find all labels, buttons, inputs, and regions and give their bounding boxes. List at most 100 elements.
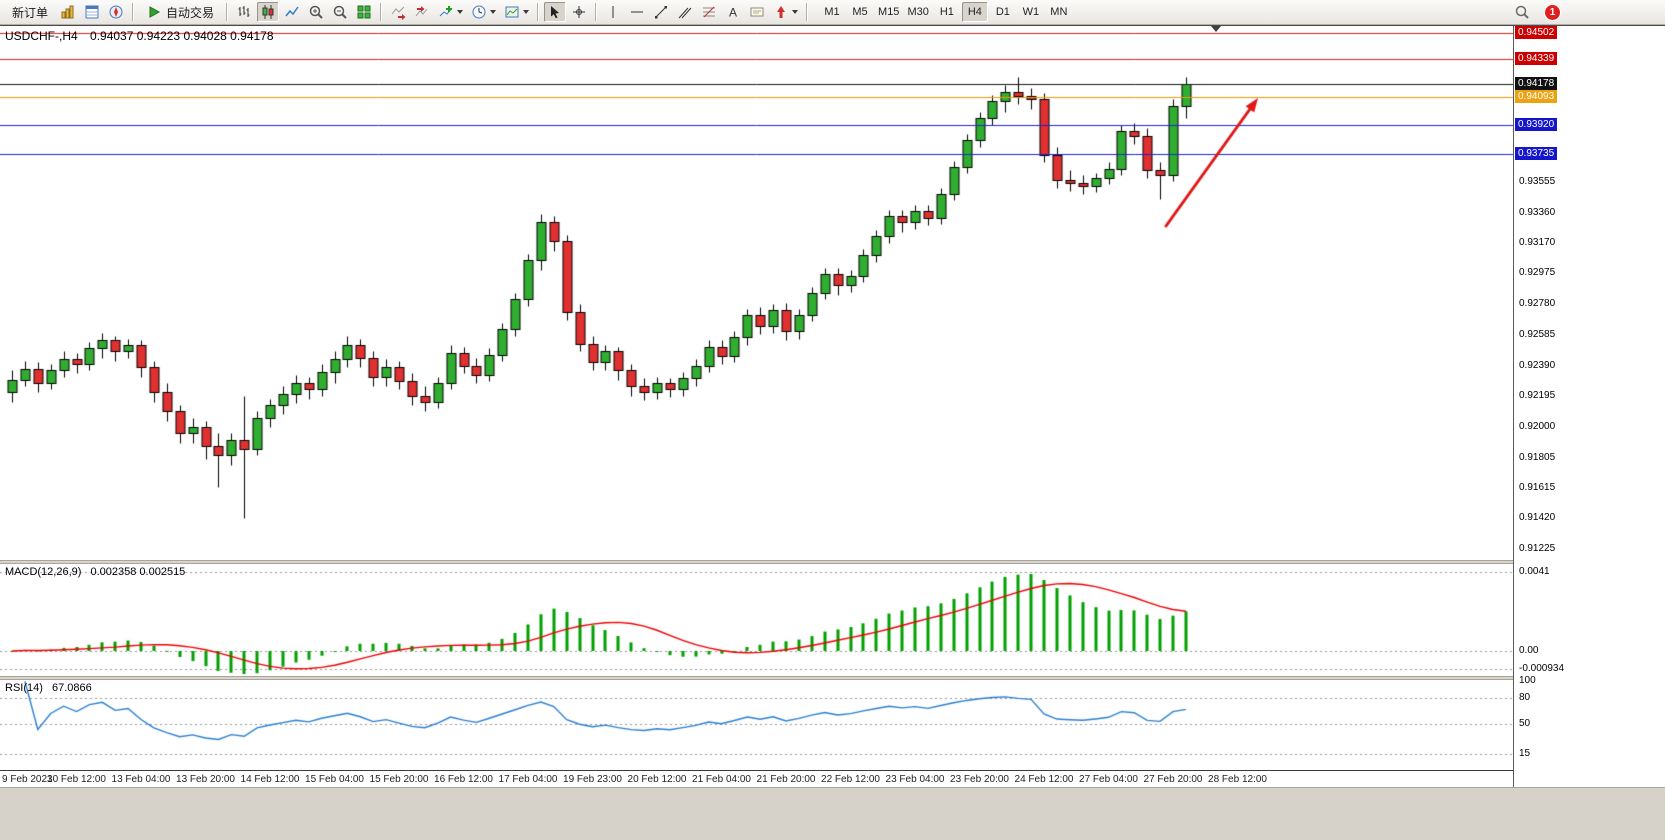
time-axis-label: 24 Feb 12:00 — [1014, 774, 1074, 785]
time-axis-label: 19 Feb 23:00 — [563, 774, 622, 785]
timeframe-group: M1 M5 M15 M30 H1 H4 D1 W1 MN — [818, 2, 1073, 22]
macd-indicator-label: MACD(12,26,9) 0.002358 0.002515 — [5, 566, 185, 578]
time-axis-label: 13 Feb 04:00 — [111, 774, 171, 785]
indicators-button[interactable] — [435, 2, 466, 22]
toolbar-separator — [132, 3, 135, 21]
text-label-tool-button[interactable] — [746, 2, 768, 22]
search-button[interactable] — [1511, 2, 1533, 22]
bar-chart-button[interactable] — [233, 2, 255, 22]
trendline-tool-button[interactable] — [650, 2, 672, 22]
time-axis-label: 13 Feb 20:00 — [176, 774, 235, 785]
time-axis-label: 17 Feb 04:00 — [498, 774, 558, 785]
price-axis-label: 0.91225 — [1519, 543, 1556, 555]
time-axis-label: 10 Feb 12:00 — [47, 774, 106, 785]
horizontal-line-tool-button[interactable] — [626, 2, 648, 22]
fibonacci-tool-button[interactable] — [698, 2, 720, 22]
timeframe-mn[interactable]: MN — [1050, 6, 1068, 18]
price-level-label: 0.94339 — [1515, 51, 1558, 65]
zoom-out-button[interactable] — [329, 2, 351, 22]
timeframe-m15[interactable]: M15 — [878, 6, 900, 18]
auto-trading-button[interactable]: 自动交易 — [139, 2, 221, 22]
price-axis-label: 0.93170 — [1519, 236, 1556, 248]
indicators-caret-icon — [457, 10, 464, 14]
channel-tool-button[interactable] — [674, 2, 696, 22]
timeframe-w1[interactable]: W1 — [1022, 6, 1040, 18]
chart-shift-button[interactable] — [411, 2, 433, 22]
price-level-label: 0.94178 — [1515, 77, 1558, 91]
rsi-axis-label: 50 — [1519, 718, 1531, 730]
price-axis[interactable]: 0.93555 0.93360 0.93170 0.92975 0.92780 0.925… — [1513, 26, 1665, 787]
chart-shift-icon — [415, 6, 428, 17]
bar-chart-icon — [238, 6, 250, 17]
rsi-value: 67.0866 — [51, 682, 92, 694]
price-axis-label: 0.93555 — [1519, 176, 1556, 188]
time-axis[interactable]: 9 Feb 2023 10 Feb 12:00 13 Feb 04:00 13 Feb… — [0, 770, 1513, 787]
crosshair-tool-button[interactable] — [568, 2, 590, 22]
toolbar-separator — [595, 3, 598, 21]
pane-splitter-rsi[interactable] — [0, 676, 1513, 680]
time-axis-label: 23 Feb 20:00 — [950, 774, 1009, 785]
timeframe-m30[interactable]: M30 — [907, 6, 929, 18]
notification-badge[interactable]: 1 — [1544, 3, 1561, 21]
line-chart-button[interactable] — [281, 2, 303, 22]
time-axis-label: 16 Feb 12:00 — [434, 774, 493, 785]
rsi-name: RSI(14) — [5, 682, 43, 694]
templates-caret-icon — [523, 10, 530, 14]
chart-window: USDCHF-,H4 0.94037 0.94223 0.94028 0.941… — [0, 25, 1665, 787]
zoom-in-icon — [309, 5, 323, 19]
price-level-label: 0.94502 — [1515, 26, 1558, 39]
timeframe-h1[interactable]: H1 — [939, 6, 954, 18]
templates-icon — [505, 6, 519, 18]
cursor-tool-button[interactable] — [544, 2, 567, 22]
price-axis-label: 0.91805 — [1519, 451, 1556, 463]
timeframe-m1[interactable]: M1 — [824, 6, 840, 18]
templates-button[interactable] — [501, 2, 532, 22]
toolbar-separator — [380, 3, 383, 21]
navigator-icon — [109, 5, 123, 19]
zoom-in-button[interactable] — [305, 2, 327, 22]
auto-scroll-button[interactable] — [387, 2, 409, 22]
line-chart-icon — [285, 6, 299, 17]
price-axis-label: 0.92780 — [1519, 298, 1556, 310]
price-axis-label: 0.92585 — [1519, 328, 1556, 340]
time-axis-label: 27 Feb 04:00 — [1079, 774, 1138, 785]
macd-values: 0.002358 0.002515 — [90, 566, 186, 578]
price-axis-label: 0.93360 — [1519, 206, 1556, 218]
timeframe-d1[interactable]: D1 — [995, 6, 1010, 18]
price-axis-label: 0.92390 — [1519, 359, 1556, 371]
toolbar: 新订单 自动交易 — [0, 0, 1665, 25]
price-level-label: 0.93920 — [1515, 117, 1558, 131]
fibonacci-icon — [703, 6, 716, 18]
toolbar-right-group: 1 — [1510, 2, 1561, 22]
auto-scroll-icon — [391, 6, 406, 20]
pane-splitter-macd[interactable] — [0, 560, 1513, 564]
timeframe-h4[interactable]: H4 — [961, 2, 988, 22]
toolbar-separator — [806, 3, 809, 21]
arrows-tool-button[interactable] — [770, 2, 801, 22]
cursor-icon — [551, 6, 560, 19]
tile-windows-button[interactable] — [353, 2, 375, 22]
periods-button[interactable] — [468, 2, 499, 22]
timeframe-m5[interactable]: M5 — [852, 6, 868, 18]
data-window-button[interactable] — [81, 2, 103, 22]
market-watch-button[interactable] — [57, 2, 79, 22]
text-tool-icon: A — [729, 6, 737, 20]
chart-canvas[interactable] — [0, 26, 1513, 770]
text-tool-button[interactable]: A — [722, 2, 744, 22]
macd-axis-label: -0.000934 — [1519, 663, 1565, 674]
chart-shift-marker[interactable] — [1211, 26, 1221, 32]
price-axis-label: 0.92975 — [1519, 267, 1556, 279]
price-axis-label: 0.91420 — [1519, 512, 1556, 524]
bottom-strip — [0, 787, 1665, 840]
tile-windows-icon — [357, 5, 371, 19]
time-axis-label: 21 Feb 04:00 — [692, 774, 751, 785]
text-label-icon — [750, 7, 764, 17]
time-axis-label: 14 Feb 12:00 — [240, 774, 300, 785]
vertical-line-tool-button[interactable] — [602, 2, 624, 22]
vertical-line-icon — [612, 6, 614, 18]
crosshair-icon — [573, 6, 586, 18]
new-order-button[interactable]: 新订单 — [5, 2, 55, 22]
navigator-button[interactable] — [105, 2, 127, 22]
time-axis-label: 27 Feb 20:00 — [1143, 774, 1203, 785]
candlestick-chart-button[interactable] — [257, 2, 280, 22]
